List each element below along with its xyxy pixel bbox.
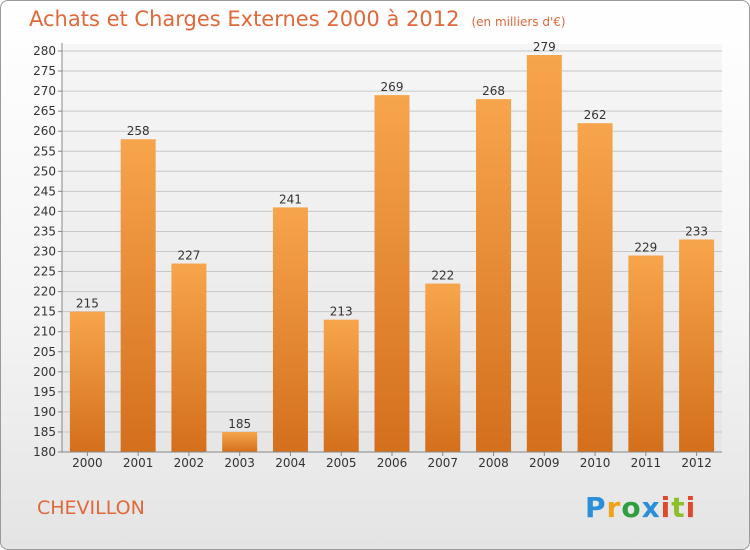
logo-letter: o	[621, 491, 642, 524]
bar	[526, 55, 562, 452]
y-tick-label: 245	[33, 184, 56, 198]
data-label: 233	[685, 224, 708, 238]
bar	[425, 283, 461, 452]
x-tick-label: 2002	[174, 456, 205, 470]
city-name: CHEVILLON	[37, 497, 145, 519]
y-tick-label: 240	[33, 204, 56, 218]
y-tick-label: 220	[33, 285, 56, 299]
y-tick-label: 185	[33, 425, 56, 439]
data-label: 268	[482, 84, 505, 98]
bar	[679, 239, 715, 452]
logo-letter: r	[606, 491, 622, 524]
y-tick-label: 195	[33, 385, 56, 399]
data-label: 222	[431, 269, 454, 283]
data-label: 241	[279, 192, 302, 206]
y-tick-label: 180	[33, 445, 56, 459]
x-tick-label: 2009	[529, 456, 560, 470]
logo-letter: i	[685, 491, 697, 524]
x-axis: 2000 2001 2002 2003 2004 2005 2006 2007 2008 2009…	[62, 451, 722, 470]
chart-subtitle: (en milliers d'€)	[471, 15, 566, 29]
y-tick-label: 280	[33, 44, 56, 58]
y-tick-label: 265	[33, 104, 56, 118]
bar	[272, 207, 308, 452]
y-tick-label: 210	[33, 325, 56, 339]
bar	[476, 99, 512, 453]
x-tick-label: 2005	[326, 456, 357, 470]
bar	[171, 263, 207, 452]
data-label: 229	[634, 241, 657, 255]
y-tick-label: 260	[33, 124, 56, 138]
y-tick-label: 250	[33, 164, 56, 178]
y-tick-label: 225	[33, 265, 56, 279]
y-tick-label: 255	[33, 144, 56, 158]
y-tick-label: 205	[33, 345, 56, 359]
y-tick-label: 275	[33, 64, 56, 78]
bar	[222, 431, 258, 452]
data-label: 213	[330, 305, 353, 319]
y-tick-label: 230	[33, 245, 56, 259]
x-tick-label: 2001	[123, 456, 154, 470]
logo-letter: x	[641, 491, 661, 524]
bar	[120, 139, 156, 452]
x-tick-label: 2004	[275, 456, 306, 470]
bars	[69, 55, 715, 453]
bar	[577, 123, 613, 453]
y-tick-label: 270	[33, 84, 56, 98]
data-label: 258	[127, 124, 150, 138]
y-tick-label: 215	[33, 305, 56, 319]
proxiti-logo: Proxiti	[585, 491, 696, 524]
bar	[69, 311, 105, 452]
data-label: 215	[76, 297, 99, 311]
data-label: 262	[584, 108, 607, 122]
bar	[374, 95, 410, 453]
logo-letter: P	[585, 491, 607, 524]
x-tick-label: 2010	[580, 456, 611, 470]
x-tick-label: 2006	[377, 456, 408, 470]
x-tick-label: 2007	[427, 456, 458, 470]
chart-title: Achats et Charges Externes 2000 à 2012 (e…	[29, 7, 566, 31]
data-label: 185	[228, 417, 251, 431]
data-label: 227	[177, 249, 200, 263]
x-tick-label: 2011	[631, 456, 662, 470]
y-tick-label: 235	[33, 224, 56, 238]
x-tick-label: 2003	[224, 456, 255, 470]
y-axis: 180 185 190 195 200 205 210 215 220 225 230 235 240 2…	[33, 43, 63, 459]
x-tick-label: 2000	[72, 456, 103, 470]
x-tick-label: 2012	[681, 456, 712, 470]
title-text: Achats et Charges Externes 2000 à 2012	[29, 7, 460, 31]
logo-letter: i	[660, 491, 672, 524]
bar	[323, 319, 359, 452]
bar	[628, 255, 664, 452]
logo-letter: t	[671, 491, 686, 524]
x-tick-label: 2008	[478, 456, 509, 470]
data-label: 269	[381, 80, 404, 94]
data-label: 279	[533, 40, 556, 54]
y-tick-label: 200	[33, 365, 56, 379]
y-tick-label: 190	[33, 405, 56, 419]
data-labels: 215 258 227 185 241 213 269 222 268 279 262 229 233	[76, 40, 708, 431]
